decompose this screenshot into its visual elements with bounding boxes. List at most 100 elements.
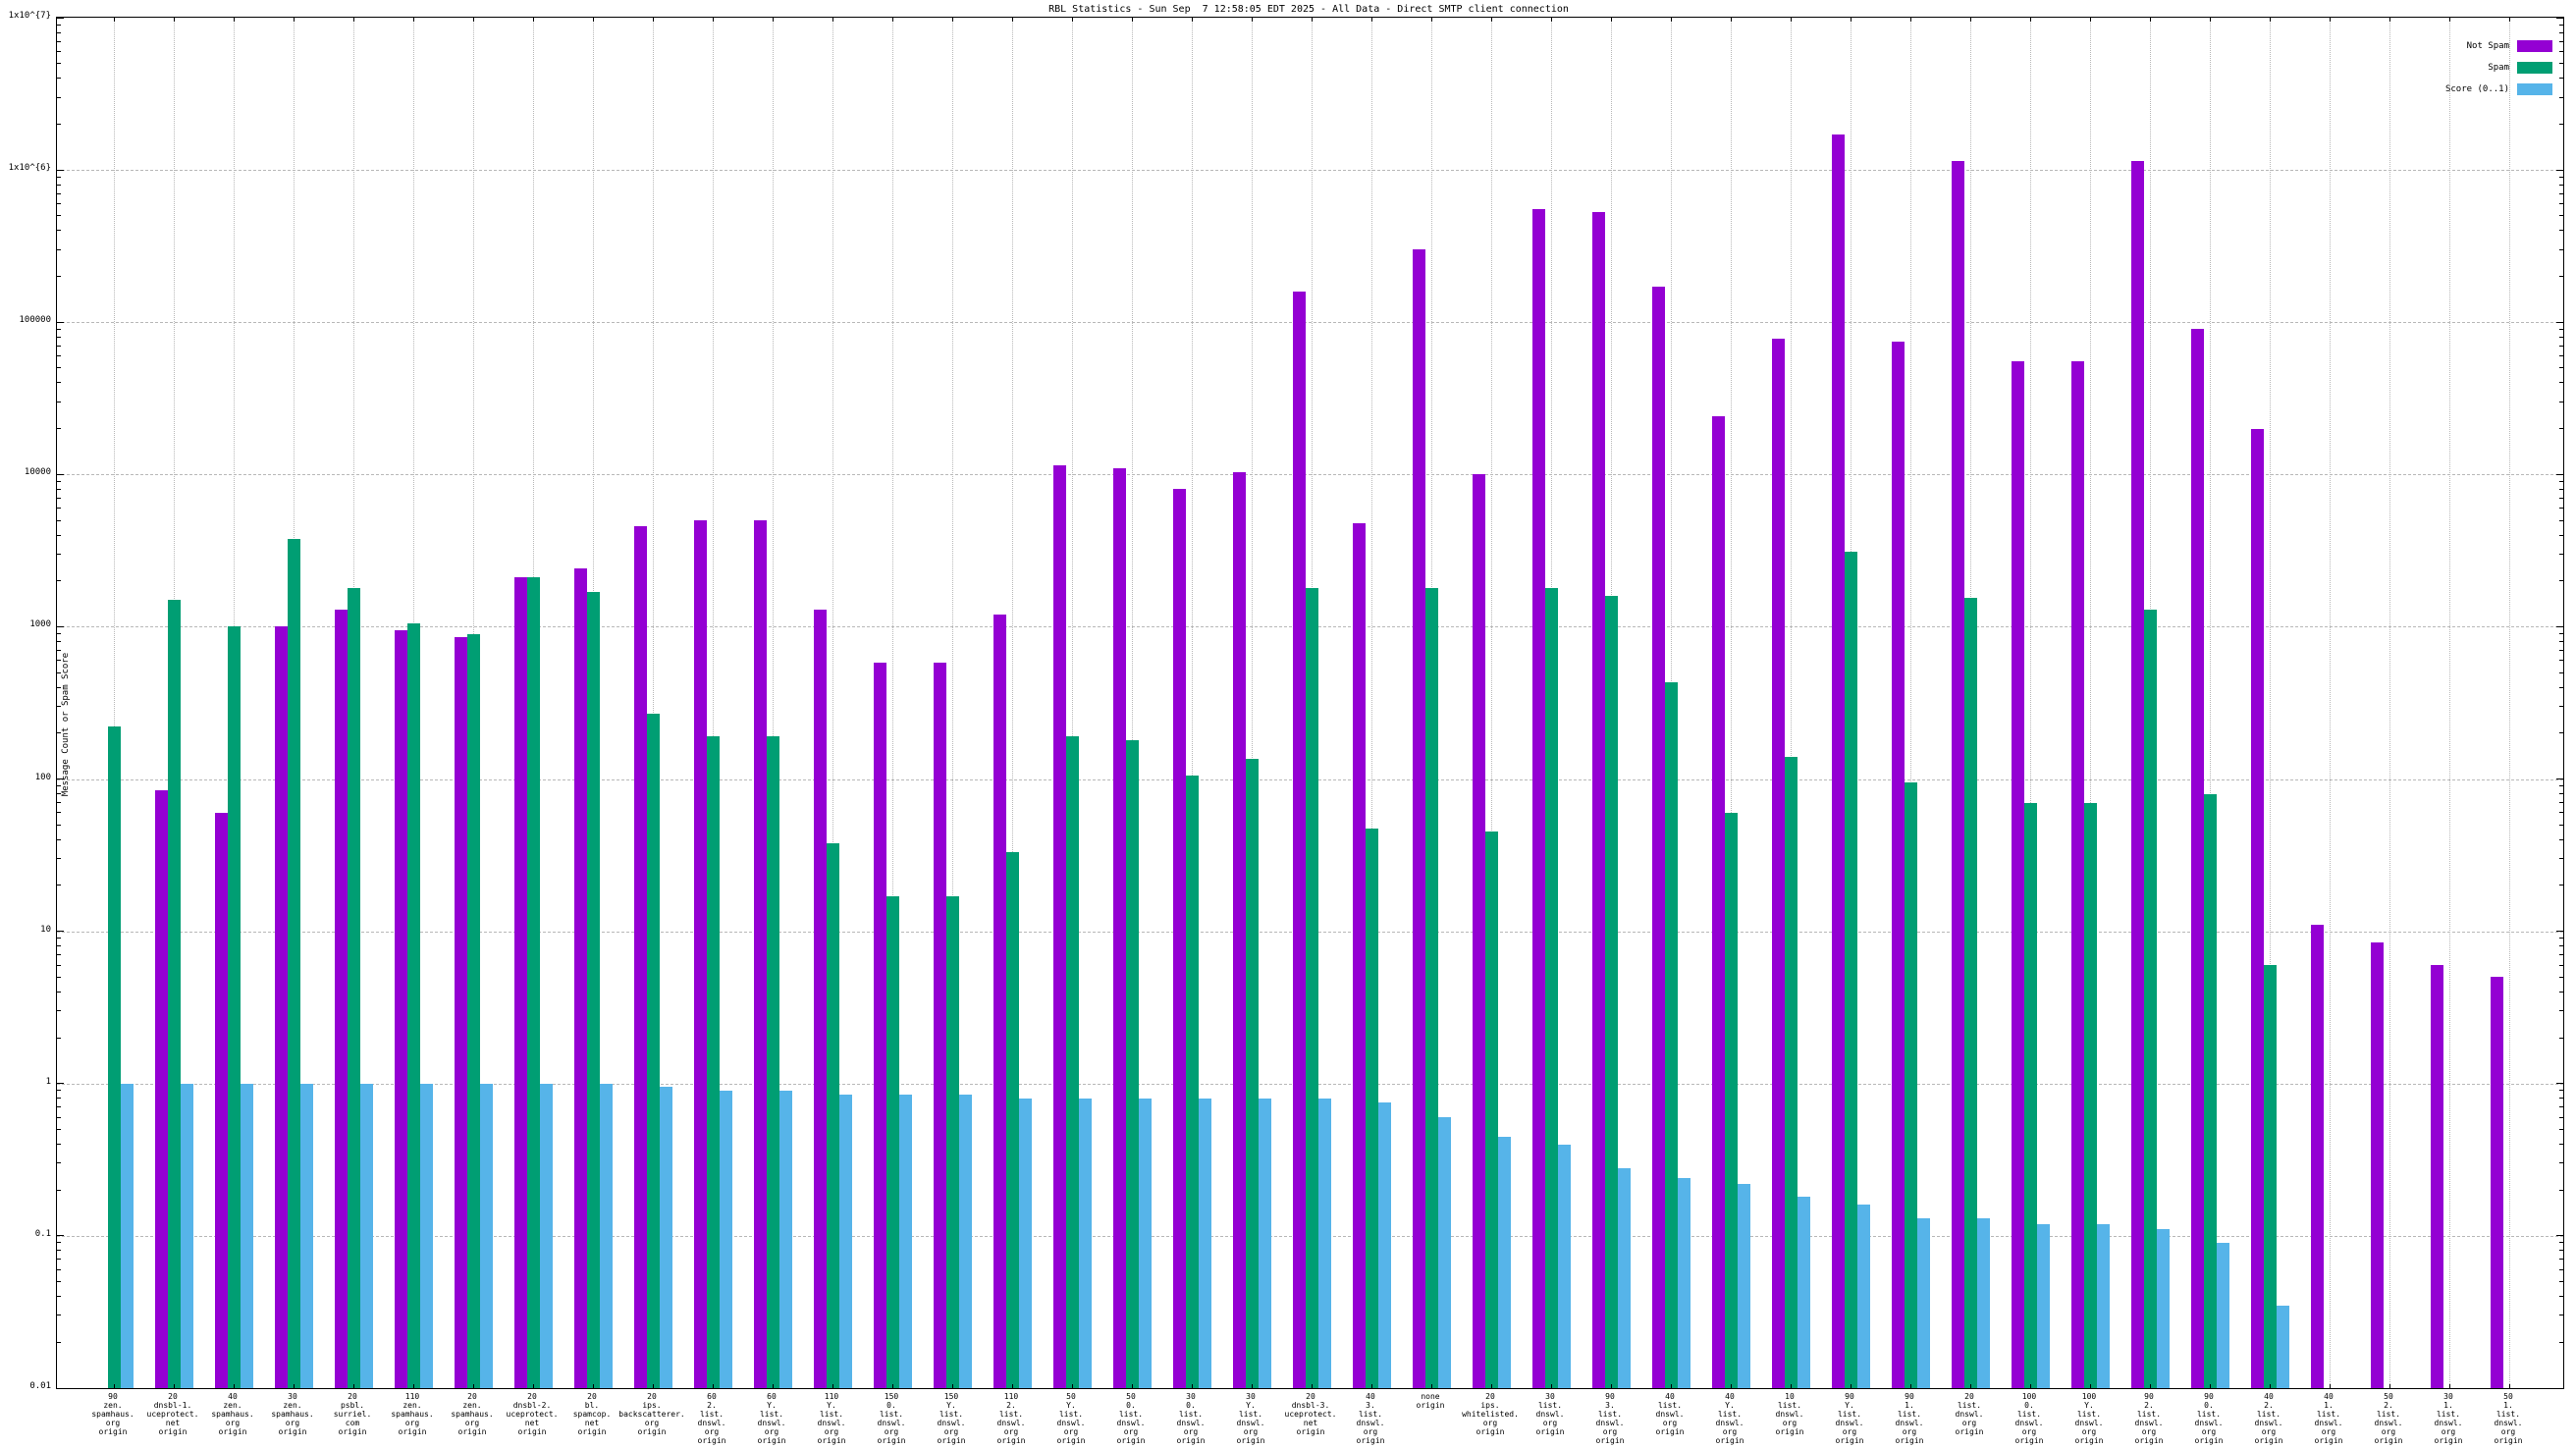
y-minor-tick <box>57 858 61 860</box>
y-minor-tick <box>2559 649 2563 651</box>
category-label-line: whitelisted. <box>1462 1410 1519 1419</box>
bar-score <box>2216 1242 2229 1388</box>
category-label-line: list. <box>1058 1410 1084 1419</box>
category-label: 30 1. list. dnswl. org origin <box>2404 1392 2493 1445</box>
y-minor-tick <box>57 192 61 194</box>
y-minor-tick <box>57 1296 61 1298</box>
y-tick-label: 1x10^{6} <box>8 163 51 174</box>
category-label-line: 30 <box>1186 1392 1196 1401</box>
category-label-line: origin <box>996 1436 1026 1445</box>
y-minor-tick <box>2559 50 2563 52</box>
category-label-line: list. <box>879 1410 904 1419</box>
bar-score <box>1617 1167 1631 1388</box>
category-label: 110 2. list. dnswl. org origin <box>967 1392 1055 1445</box>
y-minor-tick <box>57 96 61 98</box>
category-label: 40 Y. list. dnswl. org origin <box>1686 1392 1774 1445</box>
y-minor-tick <box>57 633 61 635</box>
y-minor-tick <box>57 276 61 278</box>
y-minor-tick <box>2559 785 2563 787</box>
legend-item-score: Score (0..1) <box>2445 79 2552 100</box>
category-label-line: 40 <box>1665 1392 1675 1401</box>
y-minor-tick <box>57 1010 61 1012</box>
category-label-line: Y. <box>1246 1401 1256 1410</box>
y-minor-tick <box>2559 686 2563 688</box>
category-label-line: 0. <box>886 1401 896 1410</box>
x-tick <box>1790 18 1792 22</box>
category-label-line: Y. <box>827 1401 836 1410</box>
category-label: 20 dnsbl-3. uceprotect. net origin <box>1266 1392 1355 1436</box>
category-label-line: bl. <box>584 1401 600 1410</box>
bar-score <box>240 1083 253 1388</box>
y-minor-tick <box>2559 519 2563 521</box>
x-tick <box>2448 18 2450 22</box>
category-label: 90 1. list. dnswl. org origin <box>1865 1392 1954 1445</box>
category-label-line: list. <box>1837 1410 1862 1419</box>
x-tick <box>1610 1384 1612 1388</box>
v-gridline <box>1192 18 1193 1388</box>
category-label-line: org <box>404 1419 420 1427</box>
category-label-line: origin <box>1895 1436 1924 1445</box>
category-label-line: Y. <box>2084 1401 2094 1410</box>
category-label-line: origin <box>1416 1401 1445 1410</box>
x-tick <box>1191 18 1193 22</box>
category-label-line: 40 <box>1725 1392 1735 1401</box>
x-tick <box>352 18 354 22</box>
category-label-line: ips. <box>1480 1401 1500 1410</box>
category-label-line: 20 <box>467 1392 477 1401</box>
category-label-line: org <box>2261 1427 2277 1436</box>
x-tick <box>772 1384 774 1388</box>
x-tick <box>532 18 534 22</box>
bar-not-spam <box>993 615 1006 1388</box>
category-label-line: org <box>2081 1427 2097 1436</box>
category-label-line: org <box>824 1427 839 1436</box>
category-label-line: org <box>2381 1427 2396 1436</box>
y-minor-tick <box>57 78 61 80</box>
category-label-line: 90 <box>108 1392 118 1401</box>
category-label-line: org <box>2441 1427 2456 1436</box>
y-minor-tick <box>2559 24 2563 26</box>
category-label-line: org <box>464 1419 480 1427</box>
v-gridline <box>1012 18 1013 1388</box>
y-minor-tick <box>57 1268 61 1270</box>
x-tick <box>173 1384 175 1388</box>
category-label-line: origin <box>1116 1436 1146 1445</box>
bar-not-spam <box>1472 474 1485 1388</box>
category-label-line: origin <box>1715 1436 1744 1445</box>
category-label-line: origin <box>457 1427 487 1436</box>
y-minor-tick <box>2559 1144 2563 1145</box>
category-label-line: origin <box>2194 1436 2224 1445</box>
category-label-line: origin <box>517 1427 547 1436</box>
y-minor-tick <box>57 488 61 490</box>
v-gridline <box>713 18 714 1388</box>
v-gridline <box>1791 18 1792 1388</box>
category-label-line: list. <box>1178 1410 1204 1419</box>
y-minor-tick <box>57 1250 61 1252</box>
y-minor-tick <box>2559 1106 2563 1108</box>
category-label-line: dnswl. <box>1236 1419 1265 1427</box>
category-label-line: 1. <box>2324 1401 2334 1410</box>
y-minor-tick <box>2559 480 2563 482</box>
v-gridline <box>2449 18 2450 1388</box>
y-minor-tick <box>57 1162 61 1164</box>
bar-spam <box>1844 552 1857 1388</box>
category-label-line: origin <box>218 1427 247 1436</box>
y-minor-tick <box>57 793 61 795</box>
bar-not-spam <box>633 525 647 1388</box>
bar-score <box>2156 1229 2170 1388</box>
category-label-line: org <box>764 1427 779 1436</box>
bar-not-spam <box>2070 361 2084 1388</box>
bar-score <box>1557 1144 1571 1388</box>
category-label-line: zen. <box>283 1401 302 1410</box>
y-minor-tick <box>2559 838 2563 840</box>
category-label-line: list. <box>1537 1401 1563 1410</box>
v-gridline <box>1132 18 1133 1388</box>
category-label-line: 0. <box>1126 1401 1136 1410</box>
y-minor-tick <box>57 519 61 521</box>
y-minor-tick <box>57 328 61 330</box>
x-tick <box>1071 18 1073 22</box>
category-label: 30 zen. spamhaus. org origin <box>248 1392 337 1436</box>
bar-not-spam <box>1232 472 1246 1388</box>
y-minor-tick <box>2559 488 2563 490</box>
bar-spam <box>1365 829 1378 1388</box>
